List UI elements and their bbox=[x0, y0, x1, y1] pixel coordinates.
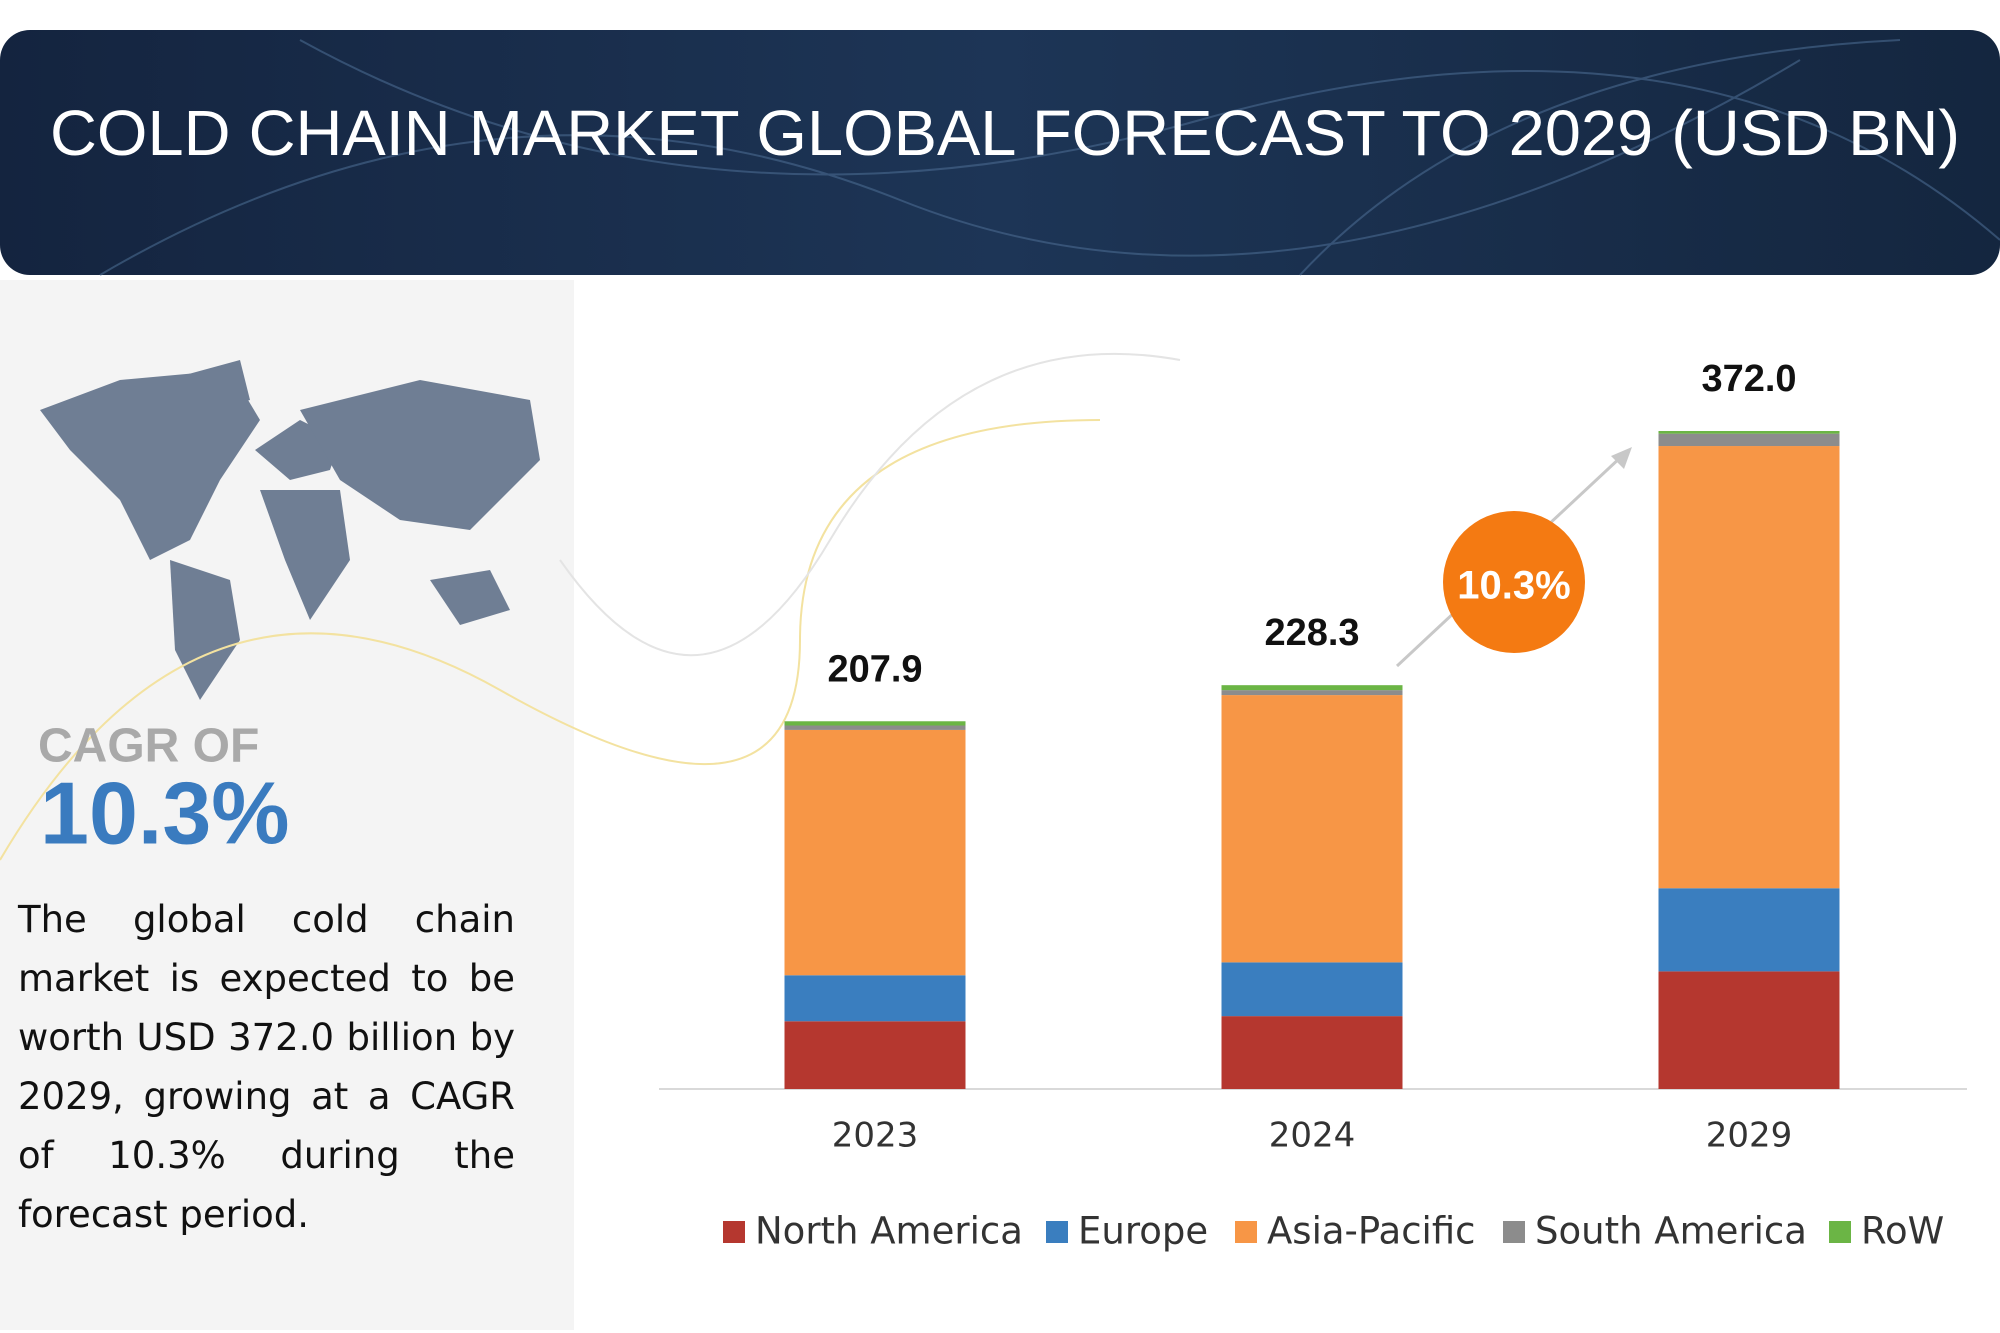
bar-segment bbox=[1658, 431, 1840, 434]
total-label: 372.0 bbox=[1701, 358, 1796, 400]
bar-segment bbox=[784, 975, 966, 1022]
legend-label: Europe bbox=[1078, 1210, 1208, 1253]
bar-segment bbox=[1221, 690, 1403, 696]
bar-segment bbox=[1658, 433, 1840, 447]
legend-label: Asia-Pacific bbox=[1267, 1210, 1476, 1253]
world-map bbox=[40, 360, 540, 700]
legend-swatch bbox=[1503, 1221, 1525, 1243]
cagr-value: 10.3% bbox=[40, 763, 290, 862]
x-tick-label: 2023 bbox=[832, 1116, 919, 1156]
bar-segment bbox=[1221, 1016, 1403, 1089]
cagr-label: CAGR OF bbox=[38, 720, 259, 773]
x-tick-label: 2024 bbox=[1269, 1116, 1356, 1156]
bar-segment bbox=[1658, 888, 1840, 972]
header-band bbox=[0, 30, 2000, 275]
cagr-badge-label: 10.3% bbox=[1457, 564, 1570, 608]
bar-segment bbox=[784, 1021, 966, 1089]
bar-segment bbox=[1658, 971, 1840, 1089]
legend-swatch bbox=[723, 1221, 745, 1243]
bar-segment bbox=[784, 729, 966, 976]
decor-curve bbox=[0, 419, 1101, 861]
chart-title: COLD CHAIN MARKET GLOBAL FORECAST TO 202… bbox=[50, 97, 1960, 169]
bar-segment bbox=[1658, 446, 1840, 889]
legend-swatch bbox=[1235, 1221, 1257, 1243]
total-label: 207.9 bbox=[827, 648, 922, 690]
cagr-badge bbox=[1443, 511, 1585, 653]
total-label: 228.3 bbox=[1264, 612, 1359, 654]
legend-swatch bbox=[1829, 1221, 1851, 1243]
bar-segment bbox=[1221, 962, 1403, 1017]
x-tick-label: 2029 bbox=[1706, 1116, 1793, 1156]
legend-label: North America bbox=[755, 1210, 1023, 1253]
description: The global cold chain market is expected… bbox=[18, 898, 515, 1236]
bar-segment bbox=[784, 725, 966, 730]
growth-arrow-head bbox=[1611, 447, 1632, 469]
decor-curve bbox=[559, 352, 1181, 657]
bar-segment bbox=[1221, 695, 1403, 963]
legend-label: RoW bbox=[1861, 1210, 1944, 1253]
bar-segment bbox=[1221, 685, 1403, 691]
bar-segment bbox=[784, 721, 966, 726]
header-decoration bbox=[99, 39, 2000, 276]
legend-label: South America bbox=[1535, 1210, 1807, 1253]
legend-swatch bbox=[1046, 1221, 1068, 1243]
